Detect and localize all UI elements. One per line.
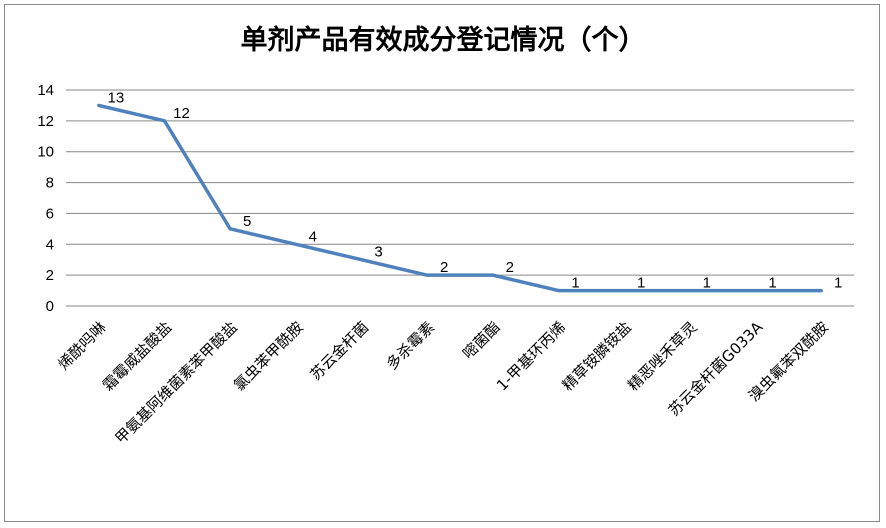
x-tick-label: 多杀霉素 <box>383 318 438 373</box>
x-tick-label: 甲氨基阿维菌素苯甲酸盐 <box>112 318 241 447</box>
data-label: 13 <box>107 89 124 106</box>
data-labels: 13 12 5 4 3 2 2 1 1 1 1 1 <box>107 89 842 291</box>
data-label: 1 <box>571 275 579 292</box>
x-tick-label: 精草铵膦铵盐 <box>559 318 635 394</box>
data-label: 5 <box>243 213 251 230</box>
chart-title: 单剂产品有效成分登记情况（个） <box>240 25 646 56</box>
y-tick-label: 0 <box>46 298 54 315</box>
y-tick-label: 12 <box>37 113 54 130</box>
data-label: 2 <box>506 259 514 276</box>
x-tick-label: 烯酰吗啉 <box>54 318 109 373</box>
y-axis-ticks: 0 2 4 6 8 10 12 14 <box>37 82 54 315</box>
data-label: 4 <box>309 228 317 245</box>
data-label: 1 <box>768 275 776 292</box>
data-label: 1 <box>834 275 842 292</box>
series-line <box>97 103 823 293</box>
x-tick-label: 嘧菌酯 <box>459 318 504 363</box>
data-label: 1 <box>637 275 645 292</box>
y-tick-label: 10 <box>37 144 54 161</box>
x-tick-label: 氯虫苯甲酰胺 <box>230 318 306 394</box>
data-label: 1 <box>703 275 711 292</box>
y-tick-label: 2 <box>46 267 54 284</box>
y-tick-label: 4 <box>46 236 54 253</box>
y-tick-label: 6 <box>46 205 54 222</box>
data-label: 3 <box>374 244 382 261</box>
x-tick-label: 1-甲基环丙烯 <box>493 318 569 394</box>
data-label: 12 <box>173 105 190 122</box>
y-tick-label: 14 <box>37 82 54 99</box>
x-tick-label: 苏云金杆菌 <box>307 318 373 384</box>
y-tick-label: 8 <box>46 175 54 192</box>
gridlines <box>66 89 854 307</box>
series-line-group <box>97 103 823 293</box>
data-label: 2 <box>440 259 448 276</box>
